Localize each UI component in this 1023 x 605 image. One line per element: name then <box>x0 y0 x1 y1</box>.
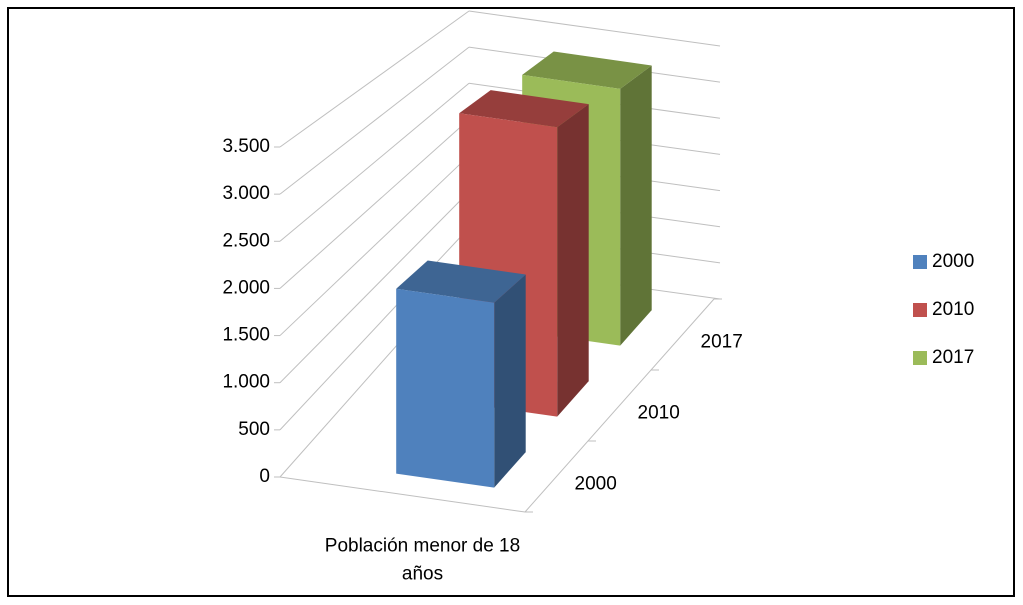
y-tick-label: 3.500 <box>222 136 270 157</box>
legend-label: 2010 <box>932 299 974 320</box>
bar-top <box>522 51 652 89</box>
y-tick-label: 2.500 <box>222 230 270 251</box>
bar-side <box>494 274 526 488</box>
grid-line <box>279 191 470 384</box>
grid-line <box>279 155 470 336</box>
bar <box>396 288 495 488</box>
legend-swatch <box>913 351 927 365</box>
y-tick-label: 3.000 <box>222 183 270 204</box>
grid-line <box>468 10 721 47</box>
depth-label: 2010 <box>638 403 680 424</box>
legend-swatch <box>913 303 927 317</box>
y-tick-label: 1.500 <box>222 325 270 346</box>
y-tick-label: 0 <box>259 466 270 487</box>
axis-line <box>524 298 715 513</box>
bar-side <box>620 65 652 346</box>
depth-label: 2017 <box>701 332 743 353</box>
bar-top <box>459 90 589 128</box>
bar-top <box>396 260 526 303</box>
legend-label: 2017 <box>932 347 974 368</box>
axis-line <box>279 476 526 513</box>
depth-label: 2000 <box>575 474 617 495</box>
y-tick-label: 500 <box>238 419 270 440</box>
legend-label: 2000 <box>932 251 974 272</box>
y-tick-label: 1.000 <box>222 372 270 393</box>
grid-line <box>279 82 470 242</box>
bar-side <box>557 104 589 417</box>
grid-line <box>279 227 470 431</box>
grid-line <box>279 10 470 148</box>
y-tick-label: 2.000 <box>222 277 270 298</box>
x-tick-label: Población menor de 18 años <box>325 536 520 585</box>
grid-line <box>279 119 470 289</box>
grid-line <box>279 46 470 195</box>
legend-swatch <box>913 255 927 269</box>
